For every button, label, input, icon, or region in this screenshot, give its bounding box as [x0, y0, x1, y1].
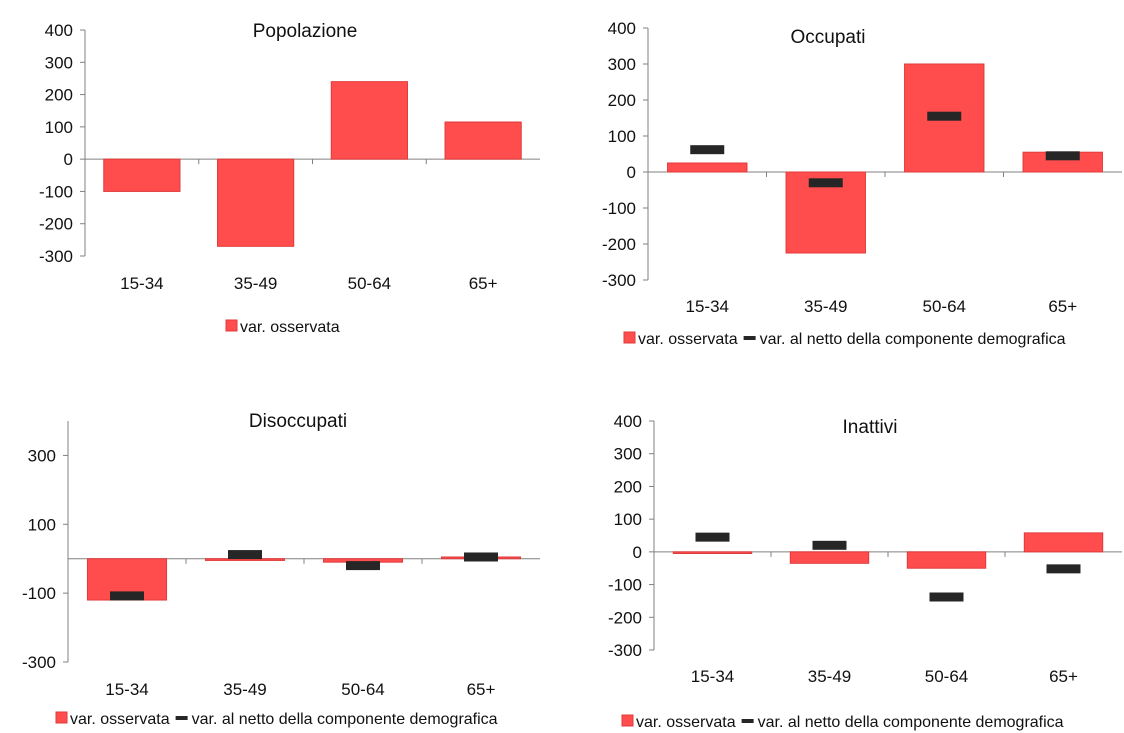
y-tick-label: 100	[614, 510, 642, 529]
legend-swatch-net	[741, 719, 754, 723]
y-tick-label: 300	[45, 53, 73, 72]
x-tick-label: 35-49	[223, 680, 266, 699]
marker-net-50-64	[346, 561, 380, 571]
y-tick-label: 300	[614, 445, 642, 464]
bar-observed-35-49	[217, 158, 295, 247]
x-tick-label: 35-49	[804, 297, 847, 316]
y-tick-label: 100	[608, 127, 636, 146]
x-tick-label: 65+	[1048, 297, 1077, 316]
marker-net-15-34	[690, 145, 725, 155]
legend-swatch-observed	[55, 711, 68, 724]
marker-net-15-34	[695, 532, 730, 542]
y-tick-label: 0	[64, 150, 73, 169]
y-tick-label: -200	[602, 235, 636, 254]
y-tick-label: 200	[614, 477, 642, 496]
bar-observed-50-64	[330, 81, 408, 160]
y-tick-label: -200	[39, 215, 73, 234]
marker-net-35-49	[808, 178, 843, 188]
legend-label-observed: var. osservata	[70, 711, 170, 728]
bar-observed-50-64	[906, 551, 987, 569]
legend: var. osservata var. al netto della compon…	[621, 714, 1064, 731]
y-tick-label: -300	[608, 641, 642, 660]
bar-observed-65+	[1023, 532, 1104, 553]
marker-net-65+	[464, 552, 498, 562]
chart-title: Disoccupati	[249, 411, 347, 432]
legend-swatch-net	[175, 716, 188, 720]
y-tick-label: 200	[608, 91, 636, 110]
y-tick-label: 300	[608, 55, 636, 74]
legend-label-net: var. al netto della componente demografi…	[760, 331, 1066, 348]
x-tick-label: 50-64	[923, 297, 966, 316]
marker-net-15-34	[110, 591, 144, 601]
y-tick-label: -100	[602, 199, 636, 218]
x-tick-label: 65+	[1049, 667, 1078, 686]
x-tick-label: 50-64	[925, 667, 968, 686]
y-tick-label: 0	[633, 543, 642, 562]
bar-observed-50-64	[904, 63, 985, 173]
legend-label-net: var. al netto della componente demografi…	[192, 711, 498, 728]
legend: var. osservata var. al netto della compon…	[55, 711, 498, 728]
chart-1: Popolazione 400 300 200 100 0 -100 -200 -300 15-3…	[39, 21, 540, 336]
chart-title: Popolazione	[253, 21, 358, 42]
x-tick-label: 50-64	[348, 274, 391, 293]
marker-net-35-49	[812, 540, 847, 550]
y-tick-label: -100	[608, 576, 642, 595]
x-tick-label: 50-64	[341, 680, 384, 699]
marker-net-35-49	[228, 550, 262, 560]
bar-observed-15-34	[672, 551, 753, 554]
bar-observed-35-49	[789, 551, 870, 564]
legend-swatch-net	[743, 336, 756, 340]
bar-observed-15-34	[103, 158, 181, 192]
chart-2: Occupati 400 300 200 100 0 -100 -200 -300 15-34 35…	[602, 19, 1122, 348]
x-tick-label: 65+	[469, 274, 498, 293]
chart-4: Inattivi 400 300 200 100 0 -100 -200 -300 15-34 35…	[608, 412, 1122, 731]
y-tick-label: 400	[614, 412, 642, 431]
x-tick-label: 65+	[467, 680, 496, 699]
y-tick-label: 0	[627, 163, 636, 182]
legend: var. osservata	[225, 319, 340, 336]
legend: var. osservata var. al netto della compon…	[623, 331, 1066, 348]
y-tick-label: 100	[28, 515, 56, 534]
legend-label-observed: var. osservata	[636, 714, 736, 731]
y-tick-label: 400	[45, 21, 73, 40]
y-tick-label: 200	[45, 86, 73, 105]
marker-net-50-64	[929, 592, 964, 602]
x-tick-label: 15-34	[686, 297, 729, 316]
x-tick-label: 35-49	[234, 274, 277, 293]
bar-observed-65+	[444, 121, 522, 160]
chart-3: Disoccupati 300 100 -100 -300 15-34 35-49 50-64…	[22, 411, 540, 728]
legend-label-observed: var. osservata	[638, 331, 738, 348]
y-tick-label: 300	[28, 446, 56, 465]
legend-swatch-observed	[225, 319, 238, 332]
y-tick-label: -300	[39, 247, 73, 266]
chart-title: Inattivi	[843, 417, 898, 438]
y-tick-label: -300	[22, 653, 56, 672]
x-tick-label: 15-34	[691, 667, 734, 686]
legend-label-net: var. al netto della componente demografi…	[758, 714, 1064, 731]
y-tick-label: -300	[602, 271, 636, 290]
marker-net-65+	[1046, 564, 1081, 574]
chart-title: Occupati	[791, 27, 866, 48]
x-tick-label: 35-49	[808, 667, 851, 686]
legend-swatch-observed	[623, 331, 636, 344]
marker-net-50-64	[927, 111, 962, 121]
marker-net-65+	[1045, 151, 1080, 161]
y-tick-label: -100	[39, 182, 73, 201]
y-tick-label: 400	[608, 19, 636, 38]
y-tick-label: -200	[608, 608, 642, 627]
legend-swatch-observed	[621, 714, 634, 727]
x-tick-label: 15-34	[120, 274, 163, 293]
y-tick-label: -100	[22, 584, 56, 603]
y-tick-label: 100	[45, 118, 73, 137]
x-tick-label: 15-34	[105, 680, 148, 699]
bar-observed-15-34	[667, 162, 748, 173]
legend-label-observed: var. osservata	[240, 319, 340, 336]
